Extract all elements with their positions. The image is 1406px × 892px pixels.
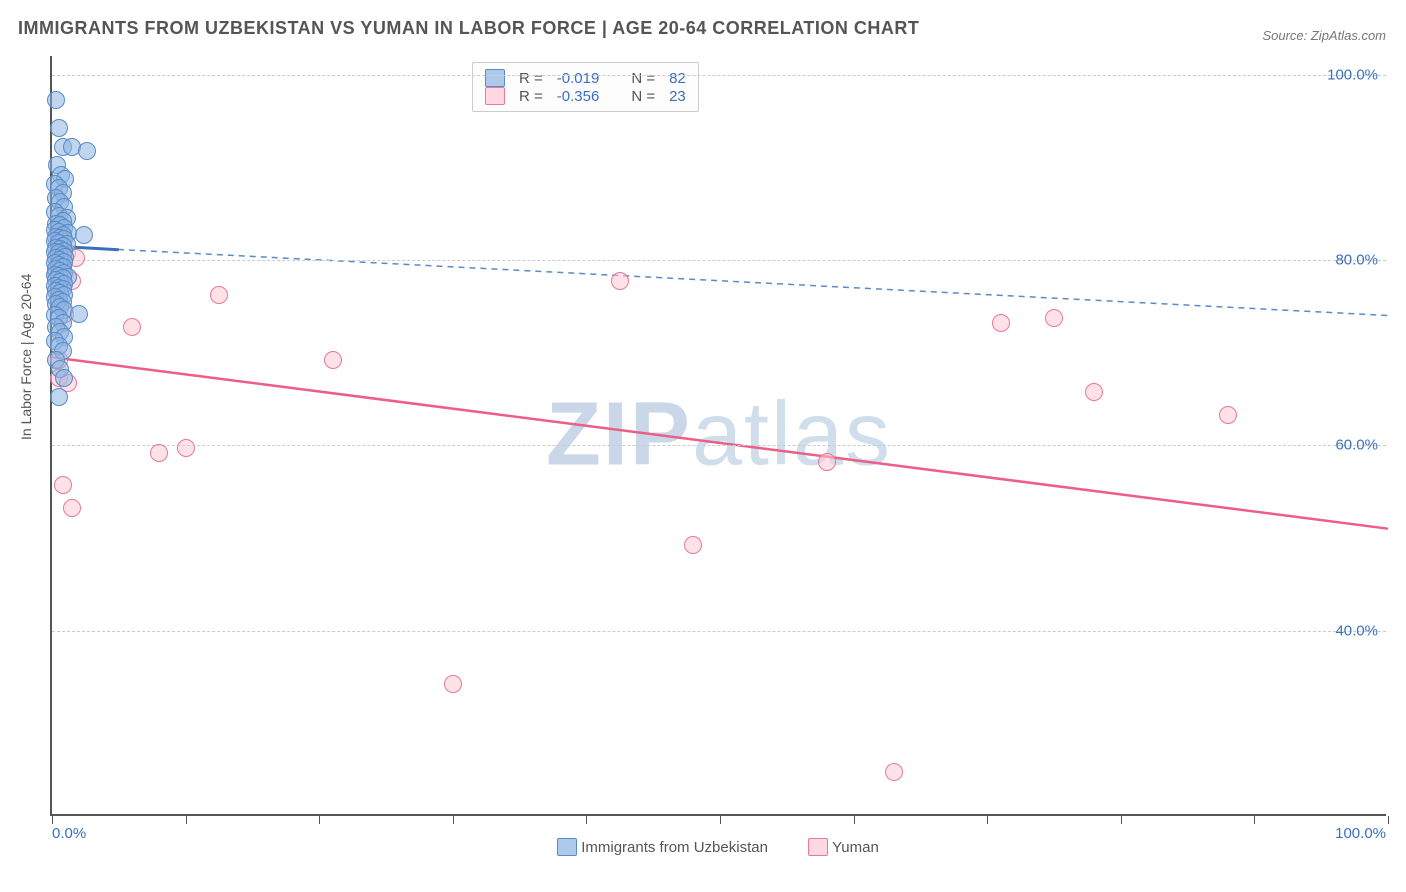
trend-line: [52, 357, 1388, 528]
data-point: [177, 439, 195, 457]
series-legend-item: Yuman: [808, 838, 879, 856]
data-point: [992, 314, 1010, 332]
x-tick: [586, 816, 587, 824]
series-legend-item: Immigrants from Uzbekistan: [557, 838, 768, 856]
data-point: [150, 444, 168, 462]
data-point: [1219, 406, 1237, 424]
data-point: [818, 453, 836, 471]
swatch-icon: [485, 69, 505, 87]
swatch-icon: [485, 87, 505, 105]
source-attribution: Source: ZipAtlas.com: [1262, 28, 1386, 43]
stats-legend-row: R = -0.019 N = 82: [485, 69, 686, 87]
y-axis-label: In Labor Force | Age 20-64: [18, 274, 34, 440]
data-point: [54, 476, 72, 494]
plot-area: ZIPatlas R = -0.019 N = 82 R = -0.356 N …: [50, 56, 1386, 816]
watermark-text: ZIPatlas: [546, 384, 892, 487]
data-point: [70, 305, 88, 323]
x-tick: [52, 816, 53, 824]
trend-line: [52, 246, 1388, 316]
x-tick: [1388, 816, 1389, 824]
y-tick-label: 80.0%: [1335, 251, 1378, 268]
stats-legend-row: R = -0.356 N = 23: [485, 87, 686, 105]
grid-line: [52, 260, 1386, 261]
x-tick: [453, 816, 454, 824]
data-point: [210, 286, 228, 304]
x-tick: [1121, 816, 1122, 824]
series-legend: Immigrants from Uzbekistan Yuman: [50, 838, 1386, 860]
swatch-icon: [557, 838, 577, 856]
y-tick-label: 40.0%: [1335, 622, 1378, 639]
data-point: [1085, 383, 1103, 401]
stats-legend: R = -0.019 N = 82 R = -0.356 N = 23: [472, 62, 699, 112]
data-point: [63, 499, 81, 517]
x-tick: [1254, 816, 1255, 824]
data-point: [885, 763, 903, 781]
data-point: [123, 318, 141, 336]
trend-lines-layer: [52, 56, 1386, 814]
chart-container: IMMIGRANTS FROM UZBEKISTAN VS YUMAN IN L…: [0, 0, 1406, 892]
data-point: [324, 351, 342, 369]
data-point: [47, 91, 65, 109]
y-tick-label: 100.0%: [1327, 66, 1378, 83]
data-point: [55, 369, 73, 387]
grid-line: [52, 631, 1386, 632]
swatch-icon: [808, 838, 828, 856]
data-point: [50, 119, 68, 137]
x-tick: [854, 816, 855, 824]
data-point: [50, 388, 68, 406]
x-tick: [319, 816, 320, 824]
data-point: [444, 675, 462, 693]
data-point: [75, 226, 93, 244]
data-point: [611, 272, 629, 290]
x-tick: [987, 816, 988, 824]
x-tick: [186, 816, 187, 824]
data-point: [78, 142, 96, 160]
chart-title: IMMIGRANTS FROM UZBEKISTAN VS YUMAN IN L…: [18, 18, 919, 39]
grid-line: [52, 445, 1386, 446]
y-tick-label: 60.0%: [1335, 437, 1378, 454]
data-point: [684, 536, 702, 554]
grid-line: [52, 75, 1386, 76]
data-point: [1045, 309, 1063, 327]
x-tick: [720, 816, 721, 824]
